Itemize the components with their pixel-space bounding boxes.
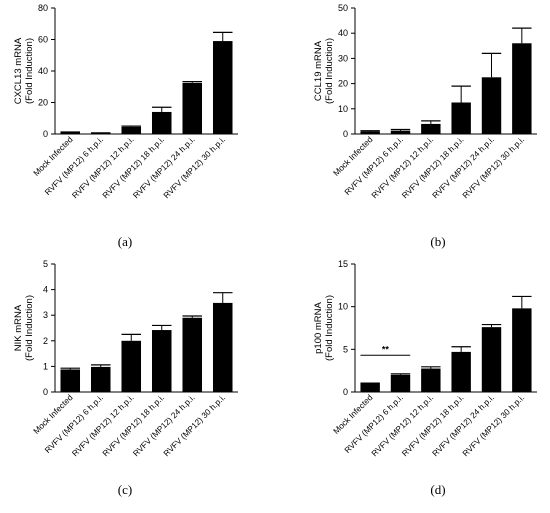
y-tick-label: 80 <box>38 3 48 13</box>
y-tick-label: 10 <box>338 104 348 114</box>
y-tick-label: 15 <box>338 259 348 269</box>
y-tick-label: 40 <box>338 28 348 38</box>
bar <box>421 123 441 134</box>
y-tick-label: 60 <box>38 35 48 45</box>
y-tick-label: 0 <box>343 387 348 397</box>
bar <box>481 77 502 134</box>
category-label: RVFV (MP12) 6 h.p.i. <box>42 392 105 455</box>
bar <box>60 369 81 392</box>
bar <box>90 366 111 392</box>
bar <box>421 368 441 392</box>
bar <box>451 102 471 134</box>
y-tick-label: 40 <box>38 66 48 76</box>
bar <box>390 130 411 134</box>
panel-label: (c) <box>118 482 132 497</box>
y-tick-label: 1 <box>43 361 48 371</box>
y-tick-label: 10 <box>338 302 348 312</box>
bar <box>60 132 81 134</box>
bar <box>182 317 203 392</box>
bar <box>360 131 380 134</box>
bar <box>182 82 203 134</box>
y-tick-label: 3 <box>43 310 48 320</box>
bar <box>151 111 172 134</box>
bar <box>481 327 502 392</box>
bar <box>360 383 380 392</box>
bar <box>512 308 532 392</box>
y-tick-label: 0 <box>43 129 48 139</box>
y-tick-label: 30 <box>338 53 348 63</box>
y-axis-title-line: CXCL13 mRNA <box>13 37 24 104</box>
category-label: RVFV (MP12) 6 h.p.i. <box>42 134 105 197</box>
bar <box>212 41 233 135</box>
category-label: RVFV (MP12) 30 h.p.i. <box>460 134 526 200</box>
bar <box>390 374 411 392</box>
y-axis-title-line: (Fold Induction) <box>324 38 335 104</box>
bar <box>151 330 172 392</box>
panel-label: (d) <box>430 482 445 497</box>
significance-label: ** <box>382 344 390 354</box>
bar <box>212 302 233 392</box>
category-label: RVFV (MP12) 30 h.p.i. <box>460 392 526 458</box>
bar <box>451 351 471 392</box>
y-tick-label: 50 <box>338 3 348 13</box>
bar <box>90 133 111 134</box>
y-tick-label: 5 <box>43 259 48 269</box>
y-tick-label: 5 <box>343 344 348 354</box>
y-tick-label: 20 <box>38 98 48 108</box>
y-tick-label: 4 <box>43 285 48 295</box>
y-tick-label: 2 <box>43 336 48 346</box>
y-tick-label: 0 <box>43 387 48 397</box>
y-axis-title-line: CCL19 mRNA <box>313 40 324 101</box>
bar <box>512 43 532 134</box>
category-label: RVFV (MP12) 30 h.p.i. <box>161 134 227 200</box>
bar <box>121 340 142 392</box>
y-axis-title-line: (Fold Induction) <box>324 295 335 361</box>
bar <box>121 126 142 134</box>
y-axis-title-line: NIK mRNA <box>13 304 24 351</box>
panel-label: (b) <box>430 234 445 249</box>
y-axis-title-line: p100 mRNA <box>313 301 324 353</box>
y-axis-title-line: (Fold Induction) <box>24 295 35 361</box>
y-tick-label: 20 <box>338 79 348 89</box>
category-label: RVFV (MP12) 30 h.p.i. <box>161 392 227 458</box>
y-axis-title-line: (Fold Induction) <box>24 38 35 104</box>
y-tick-label: 0 <box>343 129 348 139</box>
panel-label: (a) <box>118 234 132 249</box>
